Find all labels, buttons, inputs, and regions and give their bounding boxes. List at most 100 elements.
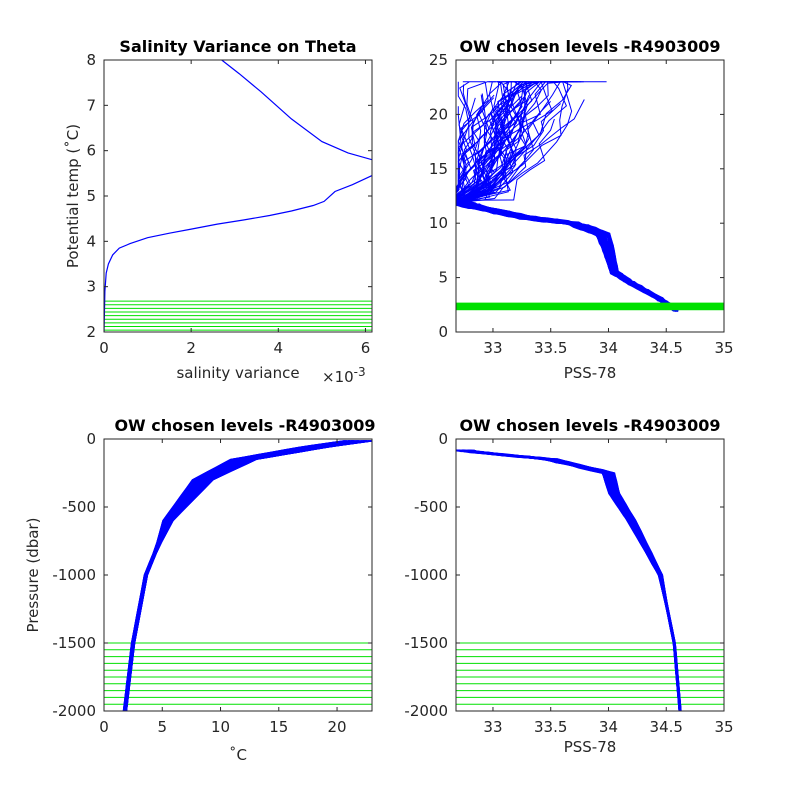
- y-tick-label: 25: [429, 51, 448, 69]
- profile-line: [458, 449, 680, 711]
- profile-line: [460, 449, 681, 711]
- profile-line: [459, 449, 681, 711]
- panel1-axes-frame: [103, 59, 373, 333]
- profile-line: [461, 449, 681, 711]
- chosen-level-band: [456, 302, 724, 311]
- profile-line: [462, 449, 681, 711]
- panel1-x-exponent-base: ×10: [322, 368, 354, 386]
- panel1-chosen-levels: [104, 300, 372, 331]
- profile-line: [462, 450, 681, 711]
- profile-line: [123, 440, 350, 711]
- y-tick-label: 10: [429, 214, 448, 232]
- profile-line: [469, 449, 682, 711]
- profile-line: [456, 450, 680, 711]
- y-tick-label: 8: [86, 51, 96, 69]
- profile-line: [456, 450, 680, 711]
- panel4-title: OW chosen levels -R4903009: [459, 416, 720, 435]
- profile-line: [125, 440, 366, 711]
- panel1-xlabel: salinity variance: [176, 364, 299, 382]
- panel1-variance-lines: [104, 60, 372, 332]
- variance-line: [221, 60, 372, 161]
- profile-line: [465, 449, 681, 711]
- profile-line: [460, 450, 681, 711]
- profile-line: [456, 449, 680, 711]
- profile-line: [463, 449, 681, 711]
- y-tick-label: 3: [86, 278, 96, 296]
- y-tick-label: 5: [438, 269, 448, 287]
- profile-line: [464, 449, 681, 711]
- profile-line: [459, 450, 681, 711]
- profile-line: [463, 449, 681, 711]
- panel2-chosen-band: [456, 302, 724, 311]
- y-tick-label: 20: [429, 105, 448, 123]
- profile-line: [456, 113, 674, 311]
- panel2-profiles: [456, 81, 679, 313]
- x-tick-label: 6: [361, 339, 371, 357]
- y-tick-label: 0: [438, 430, 448, 448]
- x-tick-label: 10: [211, 718, 230, 736]
- x-tick-label: 15: [269, 718, 288, 736]
- y-tick-label: 0: [86, 430, 96, 448]
- panel2-axes-frame: [455, 59, 725, 333]
- profile-line: [465, 81, 679, 312]
- profile-line: [457, 449, 680, 711]
- profile-line: [456, 449, 680, 711]
- variance-line: [104, 175, 372, 332]
- profile-line: [457, 450, 680, 711]
- profile-line: [460, 449, 681, 711]
- profile-line: [457, 81, 677, 310]
- profile-line: [467, 449, 682, 711]
- profile-line: [456, 99, 675, 310]
- profile-line: [462, 449, 681, 711]
- profile-line: [464, 449, 681, 711]
- profile-line: [464, 449, 681, 711]
- x-tick-label: 34.5: [650, 718, 683, 736]
- profile-line: [458, 449, 680, 711]
- y-tick-label: -1000: [52, 566, 96, 584]
- profile-line: [456, 449, 680, 711]
- x-tick-label: 33.5: [534, 718, 567, 736]
- profile-line: [466, 449, 682, 711]
- profile-line: [466, 450, 682, 711]
- profile-line: [460, 450, 681, 711]
- panel-temperature-pressure: OW chosen levels -R4903009 0 5 10 15 20 -2000…: [24, 416, 376, 764]
- profile-line: [456, 449, 680, 711]
- profile-line: [468, 450, 682, 711]
- panel3-title: OW chosen levels -R4903009: [114, 416, 375, 435]
- profile-line: [458, 449, 680, 711]
- profile-line: [456, 112, 674, 311]
- x-tick-label: 2: [186, 339, 196, 357]
- profile-line: [463, 449, 681, 711]
- x-tick-label: 20: [327, 718, 346, 736]
- profile-line: [469, 449, 682, 711]
- y-tick-label: -1500: [404, 634, 448, 652]
- x-tick-label: 34.5: [650, 339, 683, 357]
- profile-line: [469, 449, 682, 711]
- profile-line: [467, 450, 682, 711]
- y-tick-label: 5: [86, 187, 96, 205]
- profile-line: [464, 449, 681, 711]
- profile-line: [466, 449, 682, 711]
- profile-line: [465, 449, 682, 711]
- y-tick-label: -2000: [404, 702, 448, 720]
- y-tick-label: -2000: [52, 702, 96, 720]
- panel1-ylabel: Potential temp (˚C): [64, 124, 82, 268]
- x-tick-label: 34: [599, 339, 618, 357]
- panel-salinity-pressure: OW chosen levels -R4903009 33 33.5 34 34.5 3…: [404, 416, 733, 756]
- panel3-ticks: 0 5 10 15 20 -2000 -1500 -1000 -500 0: [52, 430, 372, 736]
- profile-line: [463, 449, 681, 711]
- profile-line: [460, 450, 681, 711]
- panel4-profiles: [456, 449, 682, 711]
- y-tick-label: -1000: [404, 566, 448, 584]
- profile-line: [456, 84, 674, 310]
- panel-theta-salinity: OW chosen levels -R4903009 33 33.5 34 34.5 3…: [429, 37, 734, 382]
- profile-line: [456, 97, 675, 310]
- profile-line: [456, 450, 680, 711]
- profile-line: [467, 449, 682, 711]
- profile-line: [467, 450, 682, 711]
- panel3-chosen-levels: [104, 642, 372, 712]
- x-tick-label: 33.5: [534, 339, 567, 357]
- profile-line: [456, 81, 675, 310]
